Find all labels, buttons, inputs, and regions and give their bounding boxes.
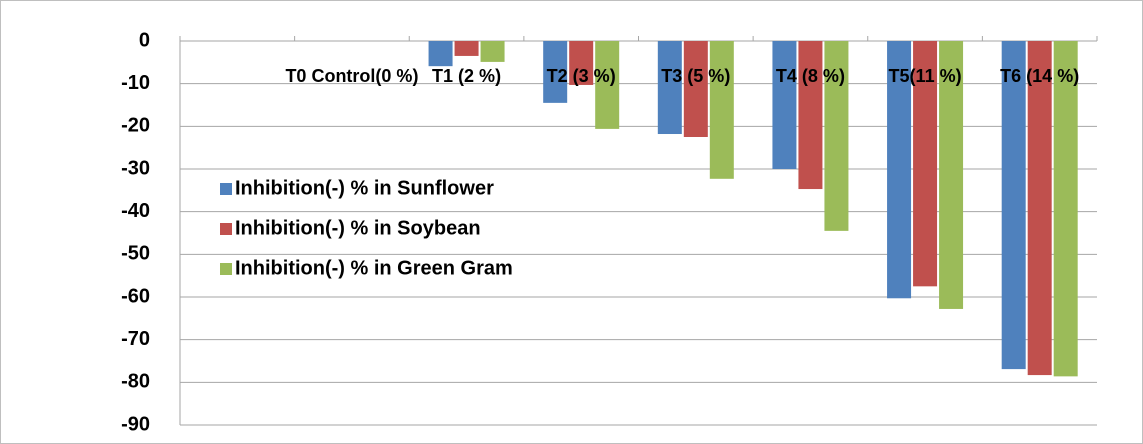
y-tick-label: -70 <box>121 328 150 350</box>
x-tick-label: T0 Control(0 %) <box>285 66 418 86</box>
y-tick-label: 0 <box>139 29 150 51</box>
y-tick-label: -90 <box>121 413 150 435</box>
y-tick-label: -50 <box>121 243 150 265</box>
x-tick-label: T6 (14 %) <box>1000 66 1079 86</box>
x-tick-label: T2 (3 %) <box>547 66 616 86</box>
bar <box>657 41 682 135</box>
y-tick-label: -10 <box>121 72 150 94</box>
bar <box>1001 41 1026 370</box>
x-tick-label: T4 (8 %) <box>776 66 845 86</box>
y-tick-label: -40 <box>121 200 150 222</box>
bar <box>480 41 505 62</box>
bar <box>454 41 479 56</box>
legend-swatch <box>220 223 232 235</box>
bar <box>887 41 912 299</box>
bar <box>428 41 453 67</box>
bar <box>824 41 849 231</box>
y-tick-label: -60 <box>121 285 150 307</box>
bar <box>683 41 708 137</box>
legend-label: Inhibition(-) % in Soybean <box>235 217 481 239</box>
bar <box>939 41 964 309</box>
x-tick-label: T3 (5 %) <box>661 66 730 86</box>
bar <box>543 41 568 103</box>
bar <box>1027 41 1052 376</box>
bar <box>709 41 734 179</box>
y-tick-label: -30 <box>121 157 150 179</box>
bar <box>913 41 938 287</box>
bar <box>772 41 797 169</box>
legend-swatch <box>220 183 232 195</box>
y-tick-label: -80 <box>121 371 150 393</box>
bar <box>798 41 823 190</box>
bar <box>595 41 620 129</box>
bar <box>569 41 594 85</box>
legend-swatch <box>220 263 232 275</box>
bar <box>1053 41 1078 377</box>
legend-label: Inhibition(-) % in Sunflower <box>235 177 494 199</box>
x-tick-label: T1 (2 %) <box>432 66 501 86</box>
y-tick-label: -20 <box>121 115 150 137</box>
legend-label: Inhibition(-) % in Green Gram <box>235 257 513 279</box>
x-tick-label: T5(11 %) <box>889 66 962 86</box>
